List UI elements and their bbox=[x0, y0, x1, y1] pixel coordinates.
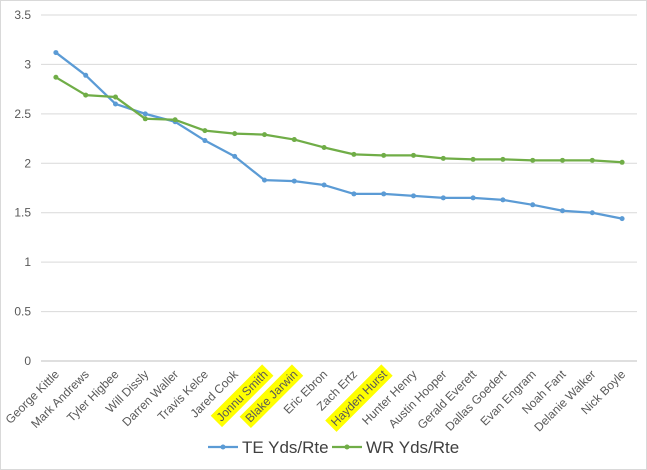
data-point bbox=[321, 182, 327, 188]
legend: TE Yds/Rte WR Yds/Rte bbox=[208, 438, 459, 457]
category-highlights bbox=[210, 364, 393, 432]
data-point bbox=[83, 92, 89, 98]
data-point bbox=[589, 210, 595, 216]
data-point bbox=[142, 111, 148, 117]
data-point bbox=[411, 193, 416, 199]
data-point bbox=[232, 131, 238, 137]
data-point bbox=[381, 152, 387, 158]
data-point bbox=[291, 137, 297, 143]
data-point bbox=[172, 117, 178, 123]
gridlines bbox=[41, 14, 637, 362]
data-point bbox=[440, 155, 446, 161]
y-tick-label: 3 bbox=[24, 57, 31, 71]
data-point bbox=[113, 94, 118, 100]
y-tick-label: 2 bbox=[24, 156, 31, 170]
data-point bbox=[142, 116, 148, 122]
y-tick-label: 1 bbox=[24, 255, 31, 269]
data-point bbox=[589, 157, 595, 163]
data-point bbox=[351, 191, 357, 197]
data-point bbox=[560, 208, 565, 214]
data-point bbox=[202, 138, 208, 144]
data-point bbox=[530, 157, 536, 163]
y-axis: 0 0.5 1 1.5 2 2.5 3 3.5 bbox=[14, 8, 31, 368]
data-point bbox=[83, 72, 89, 78]
data-point bbox=[262, 132, 267, 138]
highlight-rect bbox=[210, 364, 274, 428]
data-point bbox=[560, 157, 565, 163]
data-point bbox=[291, 178, 297, 184]
data-point bbox=[470, 195, 476, 201]
data-point bbox=[262, 177, 267, 183]
data-point bbox=[113, 101, 118, 107]
y-tick-label: 0 bbox=[24, 354, 31, 368]
data-point bbox=[500, 197, 506, 203]
data-point bbox=[202, 128, 208, 134]
series-line bbox=[54, 51, 624, 220]
legend-marker bbox=[344, 444, 350, 450]
data-point bbox=[470, 156, 476, 162]
data-point bbox=[530, 202, 536, 208]
legend-marker bbox=[220, 444, 226, 450]
highlight-mark bbox=[210, 364, 274, 428]
y-tick-label: 0.5 bbox=[14, 305, 31, 319]
series-group bbox=[53, 50, 625, 222]
series-line bbox=[54, 76, 624, 164]
data-point bbox=[232, 153, 238, 159]
data-point bbox=[440, 195, 446, 201]
y-tick-label: 1.5 bbox=[14, 206, 31, 220]
data-point bbox=[53, 50, 59, 56]
highlight-rect bbox=[239, 364, 304, 429]
highlight-mark bbox=[325, 364, 393, 432]
y-tick-label: 2.5 bbox=[14, 107, 31, 121]
highlight-mark bbox=[239, 364, 304, 429]
legend-label: TE Yds/Rte bbox=[242, 438, 329, 457]
data-point bbox=[411, 152, 416, 158]
data-point bbox=[53, 74, 59, 80]
data-point bbox=[500, 156, 506, 162]
y-tick-label: 3.5 bbox=[14, 8, 31, 22]
data-point bbox=[381, 191, 387, 197]
data-point bbox=[619, 159, 625, 165]
data-point bbox=[619, 216, 625, 222]
data-point bbox=[351, 151, 357, 157]
legend-label: WR Yds/Rte bbox=[366, 438, 459, 457]
data-point bbox=[321, 144, 327, 150]
highlight-rect bbox=[325, 364, 393, 432]
